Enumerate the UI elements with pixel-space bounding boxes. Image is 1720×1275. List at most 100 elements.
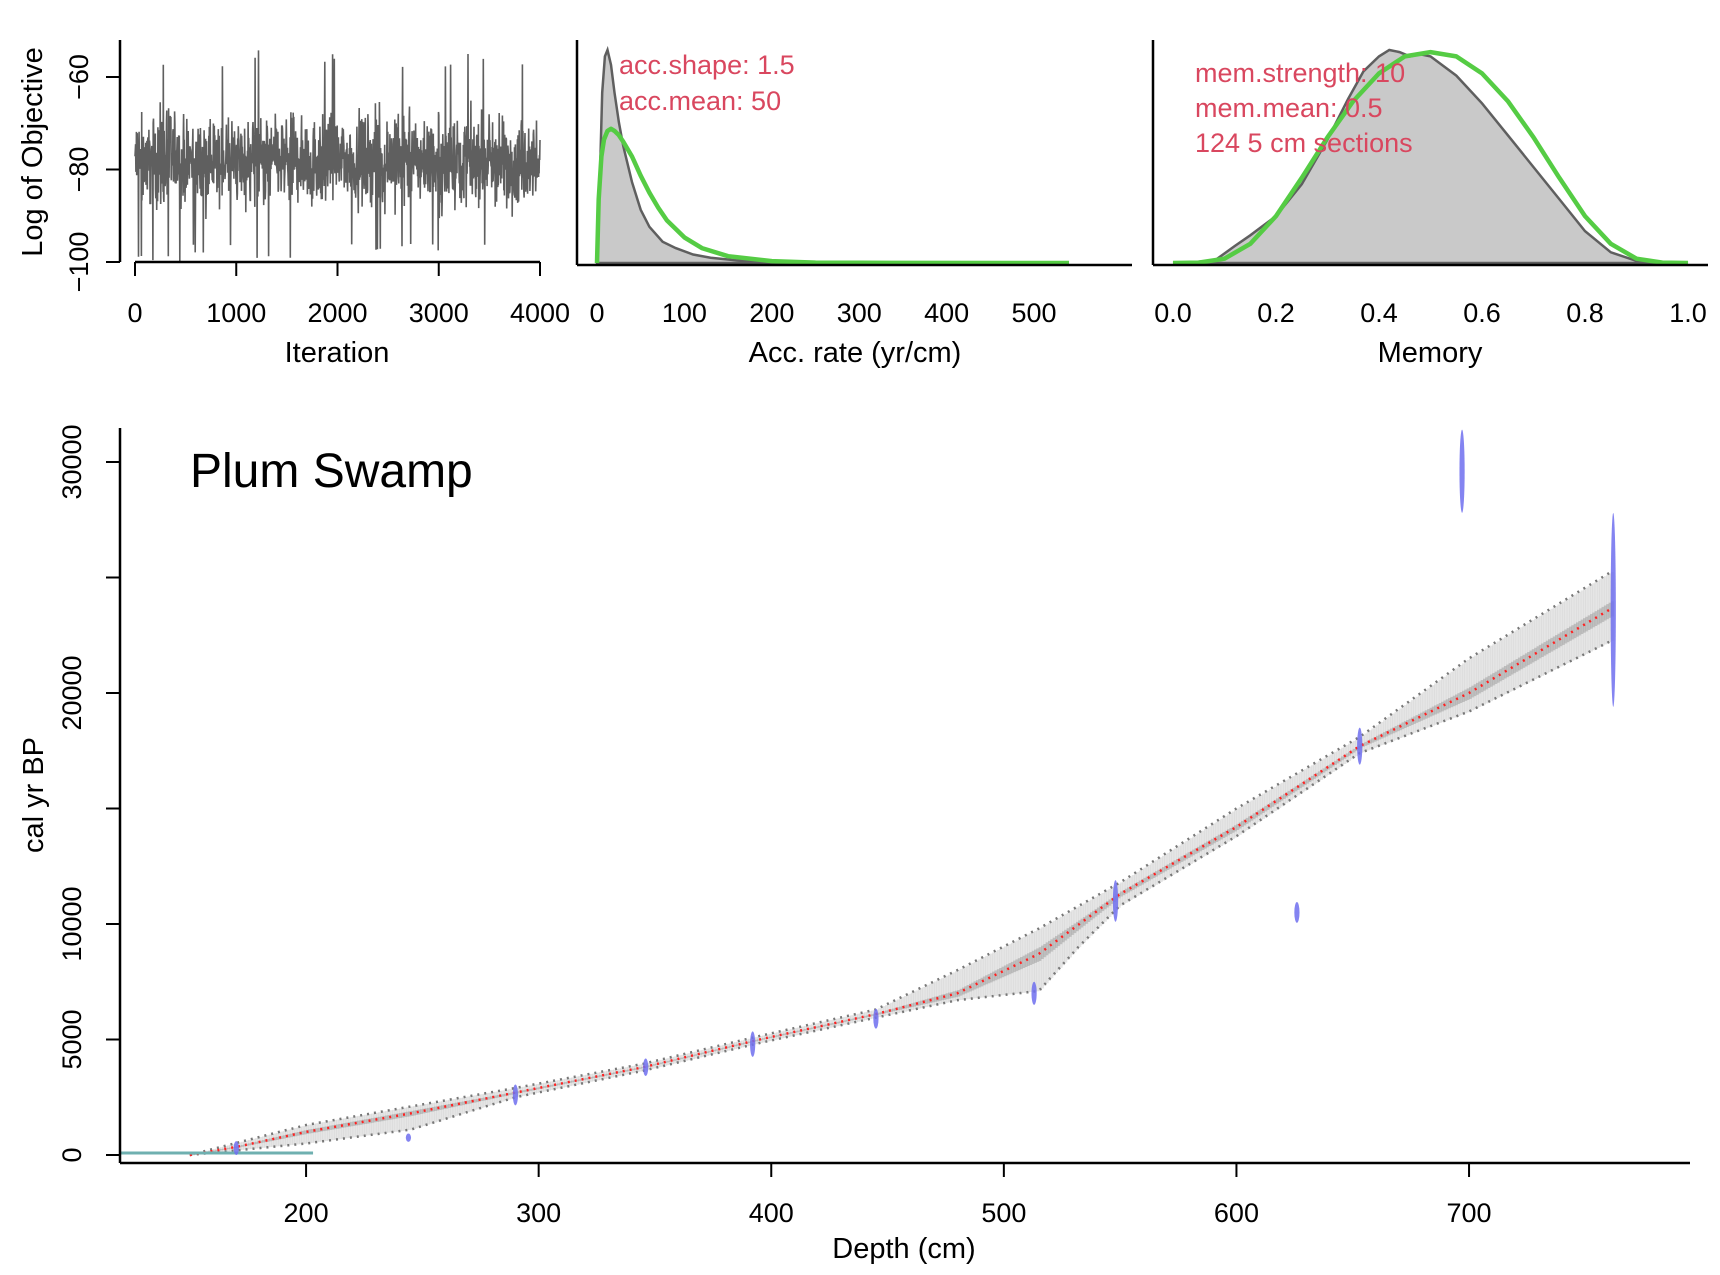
uncertainty-band-lower-strip [1155,873,1158,885]
acc-rate-x-tick-label: 0 [589,298,604,328]
uncertainty-band-upper-strip [792,1028,796,1033]
uncertainty-band-upper-strip [762,1035,765,1039]
uncertainty-band-upper-strip [1013,941,1017,967]
uncertainty-band-lower-strip [415,1112,419,1129]
uncertainty-band-lower-strip [1403,724,1407,737]
uncertainty-band-lower-strip [666,1061,670,1066]
uncertainty-band-lower-strip [759,1039,763,1043]
uncertainty-band-lower-strip [1336,761,1340,769]
uncertainty-band-upper-strip [1548,610,1552,647]
uncertainty-band-core-strip [917,1001,921,1006]
uncertainty-band-core-strip [345,1122,349,1128]
uncertainty-band-upper-strip [1510,632,1514,669]
uncertainty-band-lower-strip [1492,679,1496,700]
uncertainty-band-upper-strip [585,1074,589,1079]
uncertainty-band-core-strip [931,997,935,1003]
uncertainty-band-upper-strip [1162,855,1165,870]
uncertainty-band-lower-strip [1578,628,1582,658]
uncertainty-band-upper-strip [648,1062,651,1067]
uncertainty-band-lower-strip [1050,945,1054,979]
uncertainty-band-core-strip [1369,739,1372,744]
uncertainty-band-upper-strip [959,969,963,993]
uncertainty-band-core-strip [1124,888,1128,894]
uncertainty-band-upper-strip [1431,685,1435,712]
uncertainty-band-core-strip [1017,958,1021,971]
uncertainty-band-core-strip [1045,942,1049,956]
uncertainty-band-lower-strip [1310,778,1314,786]
uncertainty-band-upper-strip [457,1098,461,1105]
uncertainty-band-lower-strip [1538,651,1542,677]
uncertainty-band-lower-strip [687,1056,691,1061]
uncertainty-band-lower-strip [922,1002,926,1008]
uncertainty-band-core-strip [727,1046,731,1048]
uncertainty-band-upper-strip [429,1103,433,1110]
uncertainty-band-lower-strip [1443,705,1447,722]
uncertainty-band-lower-strip [308,1131,312,1144]
uncertainty-band-lower-strip [494,1096,498,1104]
uncertainty-band-upper-strip [420,1104,423,1112]
dated-sample [1294,902,1300,923]
uncertainty-band-lower-strip [296,1133,300,1145]
uncertainty-band-upper-strip [1608,573,1612,611]
uncertainty-band-upper-strip [1278,784,1282,800]
uncertainty-band-upper-strip [531,1084,535,1090]
uncertainty-band-core-strip [824,1024,828,1027]
uncertainty-band-core-strip [899,1006,903,1010]
uncertainty-band-core-strip [1545,640,1549,655]
uncertainty-band-upper-strip [1266,790,1270,808]
uncertainty-band-lower-strip [1003,970,1007,995]
uncertainty-band-upper-strip [559,1079,563,1084]
uncertainty-band-core-strip [817,1026,821,1028]
uncertainty-band-lower-strip [1424,714,1428,729]
uncertainty-band-lower-strip [343,1125,347,1139]
uncertainty-band-core-strip [392,1114,396,1120]
uncertainty-band-lower-strip [543,1087,547,1092]
uncertainty-band-lower-strip [841,1021,844,1026]
uncertainty-band-lower-strip [1552,643,1556,670]
uncertainty-band-lower-strip [1250,817,1254,827]
uncertainty-band-upper-strip [1152,861,1156,876]
uncertainty-band-upper-strip [347,1117,351,1125]
uncertainty-band-core-strip [1289,789,1293,795]
uncertainty-band-core-strip [1420,712,1424,721]
uncertainty-band-upper-strip [994,951,998,976]
uncertainty-band-lower-strip [482,1099,486,1108]
uncertainty-band-lower-strip [1415,719,1419,732]
lower-interval-line [189,638,1614,1157]
uncertainty-band-upper-strip [343,1118,347,1126]
uncertainty-band-core-strip [1527,652,1531,666]
uncertainty-band-upper-strip [403,1107,407,1115]
uncertainty-band-lower-strip [368,1120,372,1136]
uncertainty-band-core-strip [1415,715,1419,723]
uncertainty-band-core-strip [1445,699,1449,710]
uncertainty-band-core-strip [475,1098,479,1103]
uncertainty-band-core-strip [301,1130,305,1135]
uncertainty-band-upper-strip [1094,896,1098,913]
uncertainty-band-lower-strip [996,974,1000,996]
uncertainty-band-core-strip [871,1014,875,1016]
uncertainty-band-core-strip [1080,918,1084,928]
uncertainty-band-upper-strip [738,1041,742,1045]
uncertainty-band-core-strip [831,1022,835,1025]
uncertainty-band-core-strip [971,982,975,991]
uncertainty-band-lower-strip [1585,624,1589,654]
uncertainty-band-upper-strip [706,1048,710,1053]
uncertainty-band-upper-strip [1036,929,1040,956]
uncertainty-band-lower-strip [1494,677,1498,699]
uncertainty-band-lower-strip [1441,706,1445,723]
uncertainty-band-lower-strip [280,1137,284,1146]
uncertainty-band-core-strip [1215,836,1219,842]
uncertainty-band-core-strip [494,1095,498,1099]
uncertainty-band-upper-strip [366,1114,370,1122]
uncertainty-band-core-strip [1134,883,1138,889]
uncertainty-band-core-strip [1536,646,1540,660]
uncertainty-band-lower-strip [943,996,947,1004]
uncertainty-band-core-strip [448,1104,451,1108]
uncertainty-band-lower-strip [659,1063,663,1067]
uncertainty-band-lower-strip [938,998,942,1005]
memory-prior-curve [1172,49,1689,266]
uncertainty-band-lower-strip [724,1047,728,1052]
uncertainty-band-lower-strip [1522,661,1526,685]
uncertainty-band-lower-strip [1510,668,1514,691]
uncertainty-band-core-strip [1203,842,1207,849]
